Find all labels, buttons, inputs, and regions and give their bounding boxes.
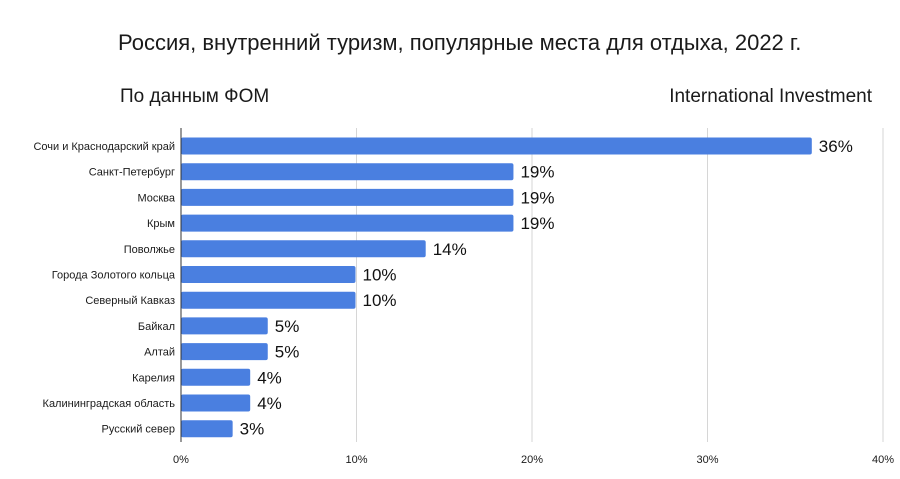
- data-label: 3%: [240, 420, 265, 439]
- bar: [181, 214, 514, 232]
- bar: [181, 163, 514, 181]
- bar: [181, 394, 251, 412]
- bar: [181, 240, 426, 258]
- category-label: Города Золотого кольца: [52, 270, 176, 282]
- category-label: Москва: [137, 192, 175, 204]
- bar: [181, 137, 812, 155]
- category-label: Поволжье: [124, 244, 175, 256]
- data-label: 19%: [520, 214, 554, 233]
- category-label: Русский север: [102, 424, 175, 436]
- x-tick-label: 30%: [696, 454, 718, 466]
- category-label: Северный Кавказ: [85, 295, 175, 307]
- x-tick-label: 0%: [173, 454, 189, 466]
- data-label: 19%: [520, 163, 554, 182]
- data-label: 5%: [275, 317, 300, 336]
- category-label: Алтай: [144, 347, 175, 359]
- bar: [181, 420, 233, 438]
- chart-title: Россия, внутренний туризм, популярные ме…: [118, 30, 802, 55]
- x-tick-label: 20%: [521, 454, 543, 466]
- category-label: Карелия: [132, 372, 175, 384]
- data-label: 10%: [363, 291, 397, 310]
- category-label: Байкал: [138, 321, 175, 333]
- category-label: Крым: [147, 218, 175, 230]
- bar: [181, 266, 356, 283]
- data-label: 4%: [257, 368, 282, 387]
- bar: [181, 368, 251, 386]
- publisher-label: International Investment: [669, 86, 872, 107]
- data-label: 4%: [257, 394, 282, 413]
- bar: [181, 188, 514, 206]
- category-label: Санкт-Петербург: [89, 167, 175, 179]
- bar: [181, 343, 268, 361]
- data-label: 5%: [275, 343, 300, 362]
- data-label: 36%: [819, 137, 853, 156]
- bar: [181, 317, 268, 335]
- data-label: 19%: [520, 188, 554, 207]
- x-tick-label: 10%: [345, 454, 367, 466]
- category-label: Сочи и Краснодарский край: [33, 141, 175, 153]
- data-label: 10%: [363, 266, 397, 285]
- source-label: По данным ФОМ: [120, 86, 270, 107]
- bar: [181, 291, 356, 309]
- category-label: Калининградская область: [43, 398, 176, 410]
- x-tick-label: 40%: [872, 454, 894, 466]
- data-label: 14%: [433, 240, 467, 259]
